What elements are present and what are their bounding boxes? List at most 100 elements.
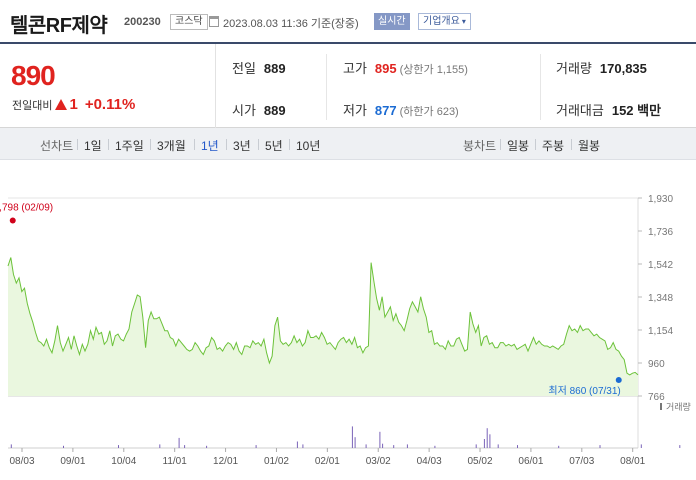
price-panel: 890 전일대비 1 +0.11% 전일 889 시가 889 고가 895 (상한가 … <box>0 42 696 128</box>
volume-value: 170,835 <box>599 61 647 76</box>
prev-close-label: 전일 <box>232 61 256 76</box>
divider <box>194 139 195 150</box>
price-chart-svg: 1,930 1,736 1,542 1,348 1,154 960 766 최고 1,798… <box>0 194 691 467</box>
divider <box>535 139 536 150</box>
x-tick-label: 09/01 <box>60 456 85 467</box>
stock-code: 200230 <box>124 16 161 28</box>
volume-bar <box>63 445 64 448</box>
volume-bar <box>486 428 488 448</box>
y-tick-label: 1,542 <box>648 260 673 271</box>
change-percent: +0.11% <box>84 96 136 113</box>
tab-10year[interactable]: 10년 <box>296 139 321 153</box>
open-price: 시가 889 <box>232 100 286 119</box>
high-price: 고가 895 (상한가 1,155) <box>343 58 468 77</box>
up-triangle-icon <box>55 99 68 110</box>
tab-weekly-candle[interactable]: 주봉 <box>542 139 565 153</box>
divider <box>289 139 290 150</box>
volume-bar <box>206 445 208 448</box>
volume-bar <box>365 444 367 448</box>
divider <box>150 139 151 150</box>
volume-bar <box>382 443 384 448</box>
divider <box>571 139 572 150</box>
x-tick-label: 01/02 <box>264 456 289 467</box>
volume-bar <box>406 444 408 448</box>
volume-bar <box>351 426 353 448</box>
calendar-icon <box>209 16 219 27</box>
tab-3year[interactable]: 3년 <box>233 139 251 153</box>
x-tick-label: 06/01 <box>518 456 543 467</box>
price-chart[interactable]: 1,930 1,736 1,542 1,348 1,154 960 766 최고 1,798… <box>0 182 696 480</box>
volume-bar <box>483 439 485 448</box>
low-value: 877 <box>374 103 397 118</box>
volume-bar <box>255 445 257 448</box>
trade-amount-value: 152 백만 <box>611 103 662 118</box>
low-label: 저가 <box>343 103 367 118</box>
volume-bar <box>379 431 381 448</box>
y-tick-label: 1,930 <box>648 194 673 205</box>
volume-label: 거래량 <box>556 61 592 76</box>
tab-1year[interactable]: 1년 <box>201 139 219 153</box>
x-tick-label: 08/03 <box>9 456 34 467</box>
tab-1week[interactable]: 1주일 <box>115 139 144 153</box>
volume-bar <box>354 437 356 448</box>
candle-chart-label: 봉차트 <box>463 139 497 153</box>
x-tick-label: 03/02 <box>366 456 391 467</box>
high-label: 고가 <box>343 61 367 76</box>
x-tick-label: 07/03 <box>569 456 594 467</box>
divider <box>500 139 501 150</box>
y-tick-label: 1,348 <box>648 293 673 304</box>
change-value: 1 <box>69 96 78 113</box>
price-change: 전일대비 1 +0.11% <box>12 96 135 113</box>
volume-bar <box>679 445 681 448</box>
stock-name: 텔콘RF제약 <box>10 15 108 37</box>
chart-period-tabs: 선차트 1일 1주일 3개월 1년 3년 5년 10년 봉차트 일봉 주봉 월봉 <box>0 128 696 160</box>
prev-close-value: 889 <box>263 61 286 76</box>
volume-bar <box>497 444 499 448</box>
divider <box>108 139 109 150</box>
tab-daily-candle[interactable]: 일봉 <box>507 139 530 153</box>
trade-amount-label: 거래대금 <box>556 103 604 118</box>
current-price-box: 890 전일대비 1 +0.11% <box>0 44 216 128</box>
volume-legend-icon <box>660 403 662 410</box>
low-price: 저가 877 (하한가 623) <box>343 100 459 119</box>
quote-datetime: 2023.08.03 11:36 기준(장중) <box>223 18 359 30</box>
volume-bar <box>302 444 304 448</box>
low-marker <box>615 377 622 384</box>
trade-amount: 거래대금 152 백만 <box>556 100 661 119</box>
x-tick-label: 05/02 <box>468 456 493 467</box>
open-value: 889 <box>263 103 286 118</box>
realtime-badge[interactable]: 실시간 <box>374 13 410 30</box>
stock-header: 텔콘RF제약 200230 코스닥 2023.08.03 11:36 기준(장중… <box>0 0 696 42</box>
x-tick-label: 11/01 <box>163 456 188 467</box>
volume-bar <box>10 444 12 448</box>
market-badge: 코스닥 <box>170 14 208 30</box>
company-overview-label: 기업개요 <box>423 16 460 27</box>
divider <box>540 54 541 120</box>
y-tick-label: 1,736 <box>648 227 673 238</box>
volume-bar <box>640 444 642 448</box>
tab-monthly-candle[interactable]: 월봉 <box>578 139 601 153</box>
change-label: 전일대비 <box>12 99 53 112</box>
prev-close: 전일 889 <box>232 58 286 77</box>
volume-bar <box>489 434 491 448</box>
volume-bar <box>475 444 477 448</box>
high-value: 895 <box>374 61 397 76</box>
divider <box>226 139 227 150</box>
volume-bar <box>599 445 601 448</box>
tab-1day[interactable]: 1일 <box>84 139 102 153</box>
y-tick-label: 766 <box>648 392 665 403</box>
price-area <box>8 257 638 396</box>
volume-bar <box>178 437 180 448</box>
tab-5year[interactable]: 5년 <box>265 139 283 153</box>
volume: 거래량 170,835 <box>556 58 647 77</box>
low-annotation: 최저 860 (07/31) <box>548 385 620 397</box>
divider <box>77 139 78 150</box>
volume-bar <box>296 441 298 448</box>
volume-bar <box>159 444 161 448</box>
volume-bar <box>184 445 186 448</box>
company-overview-button[interactable]: 기업개요 ▾ <box>418 13 471 30</box>
x-tick-label: 10/04 <box>111 456 136 467</box>
x-tick-label: 12/01 <box>213 456 238 467</box>
tab-3month[interactable]: 3개월 <box>157 139 186 153</box>
volume-bar <box>517 445 518 448</box>
